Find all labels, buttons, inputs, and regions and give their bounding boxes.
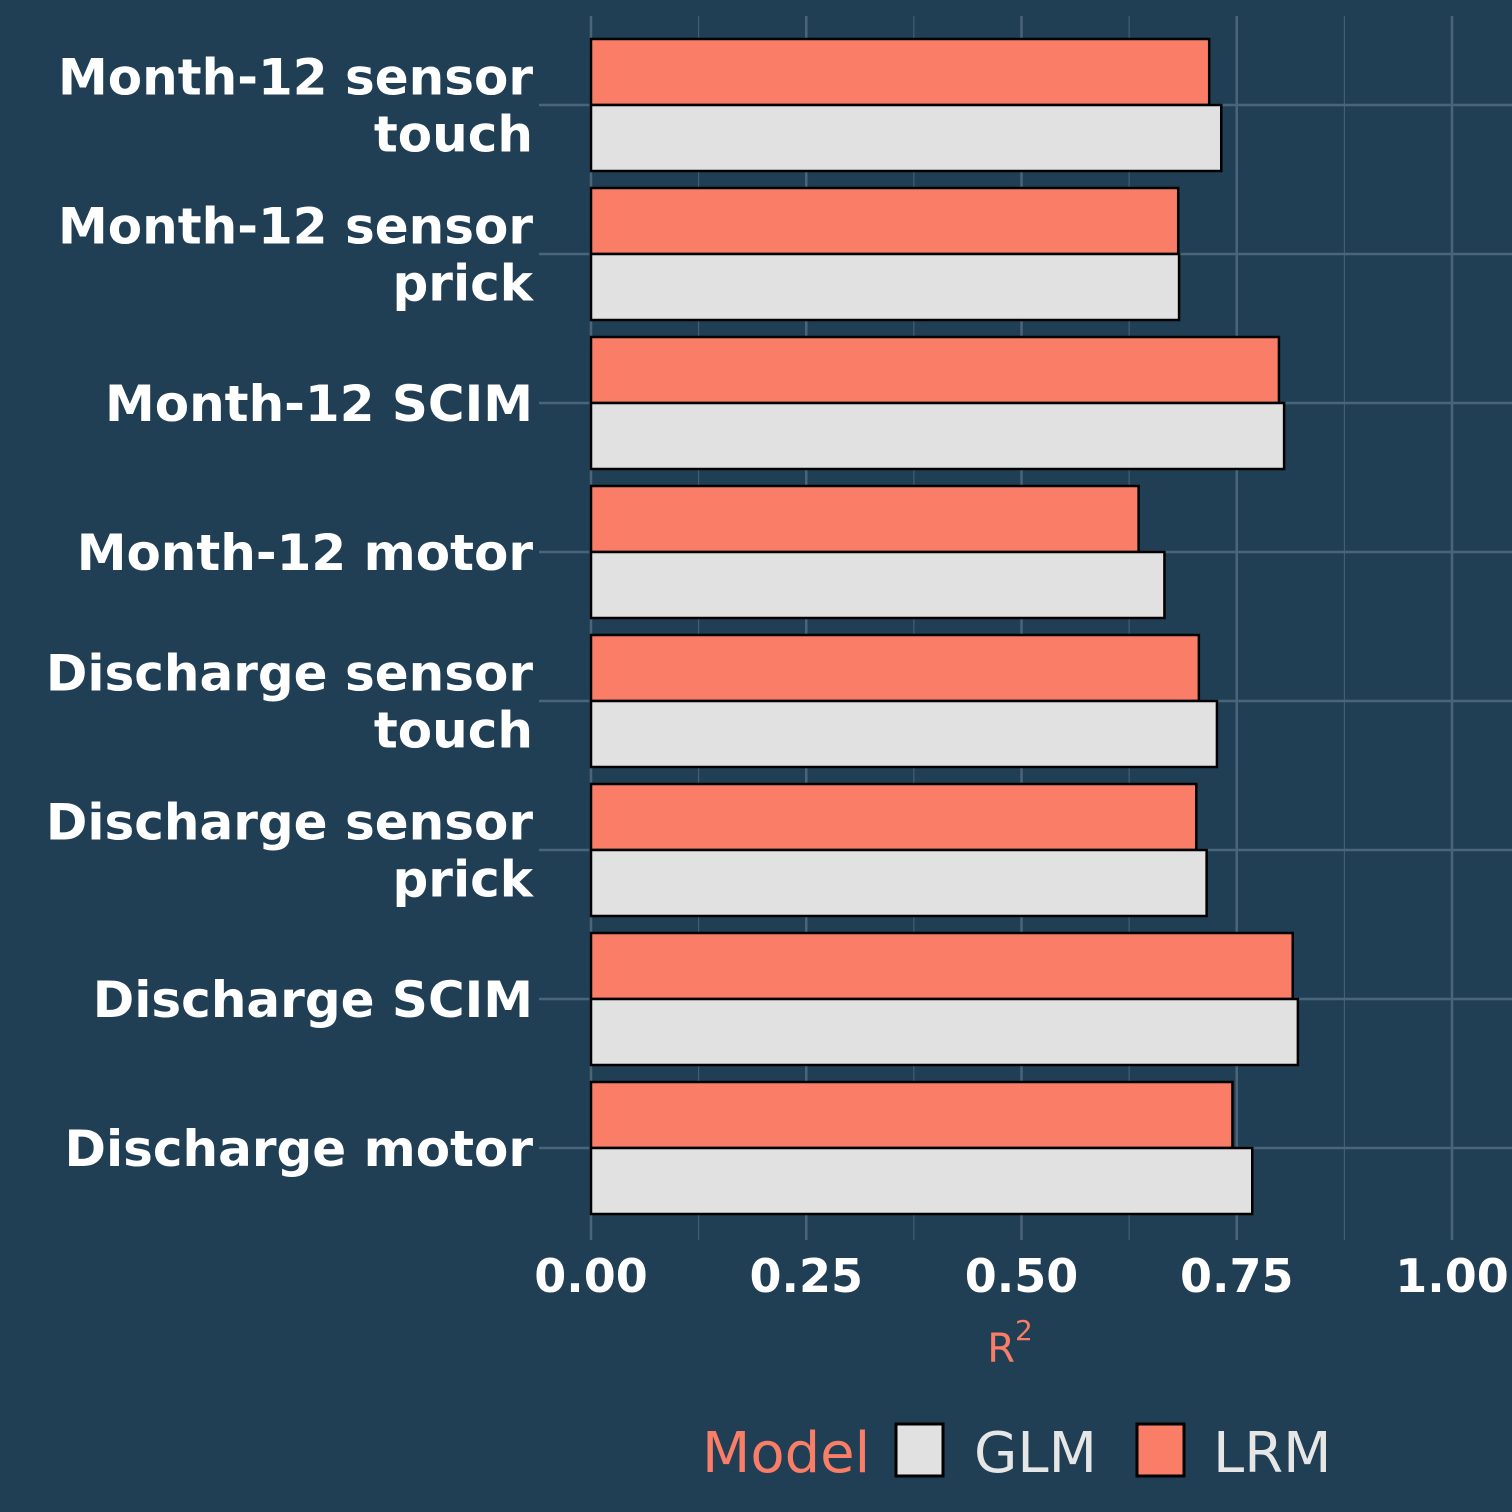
bar-glm [589, 1146, 1254, 1216]
category-label-line: prick [393, 851, 535, 909]
x-axis-title-superscript: 2 [1015, 1314, 1033, 1347]
category-label-line: Discharge sensor [46, 645, 534, 703]
legend-key-glm [894, 1422, 945, 1478]
category-label-line: Month-12 SCIM [105, 375, 533, 433]
bar-lrm [589, 186, 1180, 256]
category-label-line: Month-12 sensor [58, 198, 533, 256]
bar-lrm [589, 37, 1211, 107]
legend-label-glm: GLM [974, 1421, 1097, 1486]
category-label: Month-12 SCIM [105, 375, 533, 433]
bar-glm [589, 401, 1286, 471]
bar-glm [589, 848, 1208, 918]
category-label: Month-12 motor [77, 524, 534, 582]
bar-glm [589, 252, 1181, 322]
category-label-line: Discharge motor [64, 1120, 533, 1178]
category-label-line: prick [393, 255, 535, 313]
bar-lrm [589, 1080, 1234, 1150]
category-label-line: Discharge sensor [46, 794, 534, 852]
bar-lrm [589, 484, 1140, 554]
x-tick-label: 0.00 [534, 1249, 648, 1303]
category-label: Month-12 sensor prick [58, 198, 535, 313]
bar-glm [589, 699, 1219, 769]
category-label-line: Month-12 sensor [58, 49, 533, 107]
bar-glm [589, 550, 1166, 620]
x-tick-label: 0.25 [750, 1249, 864, 1303]
category-label: Discharge sensor touch [46, 645, 534, 760]
category-label-line: touch [374, 106, 533, 164]
bar-lrm [589, 931, 1294, 1001]
bars [589, 37, 1300, 1216]
legend-title: Model [702, 1421, 870, 1486]
bar-lrm [589, 335, 1281, 405]
x-tick-labels: 0.00 0.25 0.50 0.75 1.00 [534, 1249, 1509, 1303]
bar-lrm [589, 633, 1201, 703]
category-label-line: touch [374, 702, 533, 760]
category-label: Discharge sensor prick [46, 794, 535, 909]
x-tick-label: 1.00 [1395, 1249, 1509, 1303]
bar-lrm [589, 782, 1198, 852]
x-tick-label: 0.75 [1180, 1249, 1294, 1303]
legend: Model GLM LRM [702, 1421, 1331, 1486]
legend-key-lrm [1135, 1422, 1186, 1478]
bar-glm [589, 103, 1223, 173]
category-label: Discharge motor [64, 1120, 533, 1178]
x-axis-title: R2 [987, 1314, 1033, 1372]
category-label-line: Discharge SCIM [93, 971, 533, 1029]
category-label: Discharge SCIM [93, 971, 533, 1029]
bar-glm [589, 997, 1300, 1067]
legend-label-lrm: LRM [1213, 1421, 1331, 1486]
category-label: Month-12 sensor touch [58, 49, 533, 164]
category-label-line: Month-12 motor [77, 524, 534, 582]
x-axis-title-text: R [987, 1326, 1015, 1372]
x-tick-label: 0.50 [965, 1249, 1079, 1303]
